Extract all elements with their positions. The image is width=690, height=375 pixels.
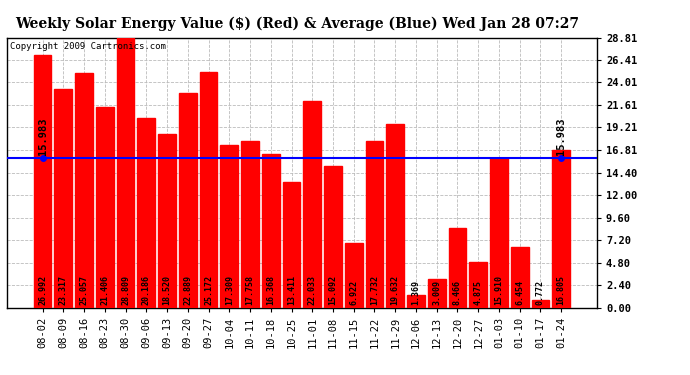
- Text: 15.983: 15.983: [556, 117, 566, 155]
- Bar: [34, 54, 51, 307]
- Bar: [96, 107, 114, 307]
- Text: 17.732: 17.732: [370, 275, 379, 305]
- Text: 16.805: 16.805: [557, 275, 566, 305]
- Bar: [117, 38, 135, 308]
- Text: 8.466: 8.466: [453, 280, 462, 305]
- Bar: [283, 182, 300, 308]
- Text: 22.889: 22.889: [184, 275, 193, 305]
- Bar: [407, 295, 425, 307]
- Bar: [490, 158, 508, 308]
- Bar: [448, 228, 466, 308]
- Text: 17.309: 17.309: [225, 275, 234, 305]
- Bar: [386, 123, 404, 308]
- Text: 23.317: 23.317: [59, 275, 68, 305]
- Text: 28.809: 28.809: [121, 275, 130, 305]
- Text: 15.910: 15.910: [495, 275, 504, 305]
- Bar: [137, 118, 155, 308]
- Bar: [158, 134, 176, 308]
- Text: 22.033: 22.033: [308, 275, 317, 305]
- Bar: [55, 89, 72, 308]
- Text: 0.772: 0.772: [536, 280, 545, 305]
- Bar: [511, 247, 529, 308]
- Text: 25.172: 25.172: [204, 275, 213, 305]
- Bar: [241, 141, 259, 308]
- Bar: [469, 262, 487, 308]
- Bar: [553, 150, 570, 308]
- Text: 13.411: 13.411: [287, 275, 296, 305]
- Bar: [75, 73, 93, 308]
- Bar: [366, 141, 384, 308]
- Text: 4.875: 4.875: [474, 280, 483, 305]
- Text: 1.369: 1.369: [411, 280, 420, 305]
- Text: 15.983: 15.983: [37, 117, 48, 155]
- Text: 6.454: 6.454: [515, 280, 524, 305]
- Text: Copyright 2009 Cartronics.com: Copyright 2009 Cartronics.com: [10, 42, 166, 51]
- Bar: [179, 93, 197, 308]
- Bar: [345, 243, 362, 308]
- Text: 18.520: 18.520: [163, 275, 172, 305]
- Text: 17.758: 17.758: [246, 275, 255, 305]
- Text: 20.186: 20.186: [141, 275, 151, 305]
- Text: 19.632: 19.632: [391, 275, 400, 305]
- Text: 6.922: 6.922: [349, 280, 358, 305]
- Bar: [199, 72, 217, 308]
- Text: 15.092: 15.092: [328, 275, 337, 305]
- Text: 16.368: 16.368: [266, 275, 275, 305]
- Bar: [304, 101, 321, 308]
- Text: 26.992: 26.992: [38, 275, 47, 305]
- Bar: [262, 154, 279, 308]
- Text: Weekly Solar Energy Value ($) (Red) & Average (Blue) Wed Jan 28 07:27: Weekly Solar Energy Value ($) (Red) & Av…: [14, 17, 579, 31]
- Text: 25.057: 25.057: [79, 275, 88, 305]
- Text: 3.009: 3.009: [432, 280, 441, 305]
- Bar: [532, 300, 549, 307]
- Text: 21.406: 21.406: [100, 275, 109, 305]
- Bar: [428, 279, 446, 308]
- Bar: [220, 145, 238, 308]
- Bar: [324, 166, 342, 308]
